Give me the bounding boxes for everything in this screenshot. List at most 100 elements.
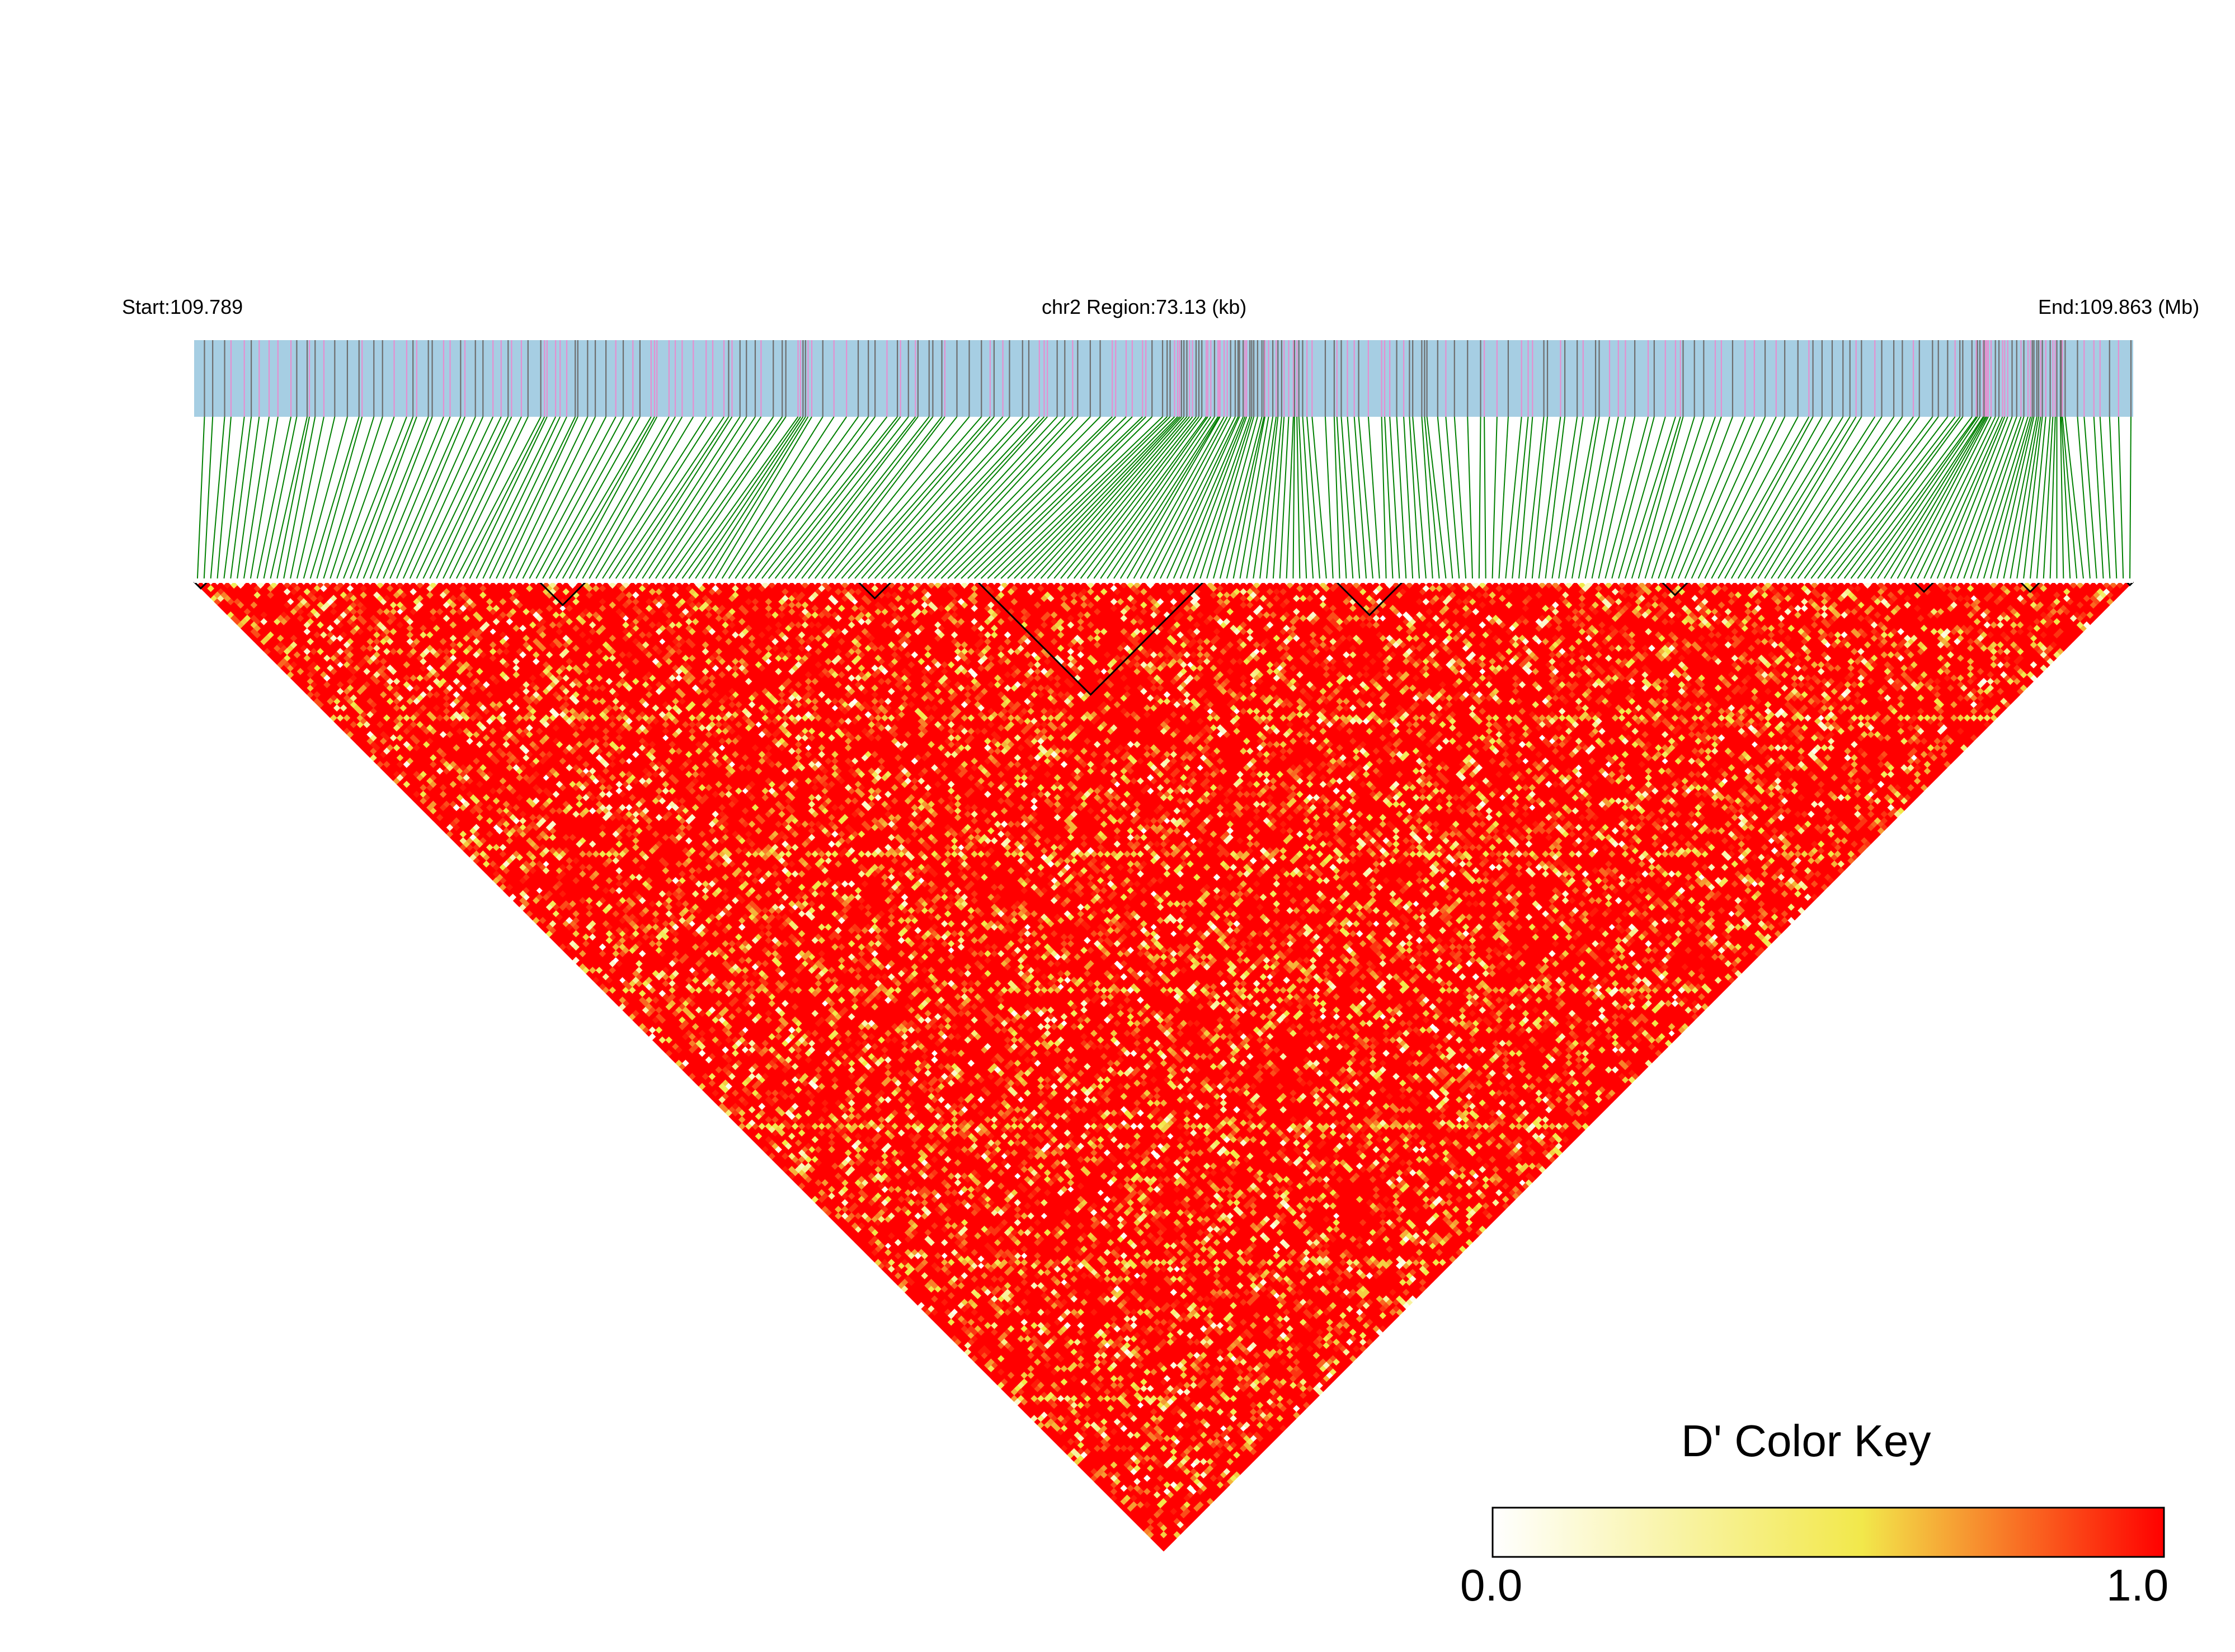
snp-connector-line bbox=[1658, 416, 1716, 579]
snp-connector-line bbox=[615, 416, 724, 579]
snp-connector-line bbox=[356, 416, 417, 579]
snp-connector-line bbox=[1857, 416, 1977, 579]
snp-connector-line bbox=[2059, 416, 2064, 579]
ld-cells bbox=[197, 581, 2130, 1552]
snp-connector-line bbox=[721, 416, 824, 579]
snp-connector-line bbox=[2036, 416, 2051, 579]
snp-connector-line bbox=[794, 416, 919, 579]
ld-cell-group bbox=[240, 581, 2048, 1538]
snp-connector-line bbox=[462, 416, 545, 579]
snp-connector-line bbox=[363, 416, 429, 579]
snp-connector-line bbox=[402, 416, 476, 579]
snp-connector-line bbox=[1884, 416, 1985, 579]
snp-connector-line bbox=[1219, 416, 1263, 579]
snp-connector-line bbox=[409, 416, 484, 579]
snp-connector-line bbox=[455, 416, 542, 579]
snp-connector-line bbox=[1910, 416, 1992, 579]
snp-connector-line bbox=[210, 416, 225, 579]
snp-connector-line bbox=[1558, 416, 1584, 579]
snp-connector-line bbox=[369, 416, 433, 579]
snp-connector-line bbox=[635, 416, 741, 579]
snp-connector-line bbox=[609, 416, 713, 579]
snp-connector-line bbox=[389, 416, 462, 579]
snp-connector-line bbox=[1080, 416, 1203, 579]
snp-connector-line bbox=[1644, 416, 1695, 579]
snp-connector-line bbox=[1232, 416, 1265, 579]
snp-connector-line bbox=[648, 416, 756, 579]
snp-connector-line bbox=[575, 416, 670, 579]
snp-connector-line bbox=[980, 416, 1146, 579]
haplotype-block-outline bbox=[539, 581, 587, 606]
snp-connector-line bbox=[2016, 416, 2041, 579]
snp-connector-line bbox=[662, 416, 774, 579]
snp-connector-line bbox=[1484, 416, 1486, 579]
snp-connector-line bbox=[940, 416, 1101, 579]
snp-connector-line bbox=[1625, 416, 1676, 579]
snp-track-ticks bbox=[204, 340, 2132, 417]
snp-connector-line bbox=[1677, 416, 1746, 579]
snp-connector-line bbox=[1989, 416, 2033, 579]
snp-connector-line bbox=[1040, 416, 1184, 579]
snp-connector-line bbox=[1027, 416, 1180, 579]
snp-connector-line bbox=[1704, 416, 1786, 579]
snp-connector-line bbox=[1053, 416, 1190, 579]
snp-connector-line bbox=[1246, 416, 1274, 579]
snp-connector-line bbox=[708, 416, 809, 579]
snp-connector-line bbox=[2062, 416, 2078, 579]
snp-connector-line bbox=[1831, 416, 1956, 579]
snp-connector-line bbox=[815, 416, 943, 579]
snp-connector-line bbox=[1367, 416, 1380, 579]
snp-connector-line bbox=[1093, 416, 1208, 579]
snp-connector-line bbox=[2118, 416, 2124, 579]
snp-connector-line bbox=[1426, 416, 1447, 579]
snp-connector-line bbox=[496, 416, 576, 579]
snp-connector-line bbox=[1977, 416, 2029, 579]
snp-connector-line bbox=[556, 416, 652, 579]
haplotype-block-outline bbox=[2020, 581, 2041, 593]
snp-connector-line bbox=[436, 416, 512, 579]
snp-connector-line bbox=[1107, 416, 1215, 579]
snp-connector-line bbox=[230, 416, 252, 579]
snp-connector-line bbox=[1651, 416, 1705, 579]
snp-connector-line bbox=[1804, 416, 1920, 579]
snp-connector-line bbox=[276, 416, 310, 579]
snp-connector-line bbox=[1067, 416, 1197, 579]
snp-connector-line bbox=[1512, 416, 1529, 579]
snp-connector-line bbox=[961, 416, 1127, 579]
snp-connector-line bbox=[1000, 416, 1168, 579]
haplotype-block-outline bbox=[857, 581, 892, 600]
color-key-max-label: 1.0 bbox=[2106, 1560, 2169, 1610]
snp-connector-line bbox=[568, 416, 658, 579]
snp-connector-line bbox=[443, 416, 522, 579]
snp-connector-line bbox=[1199, 416, 1253, 579]
snp-connector-line bbox=[582, 416, 676, 579]
snp-connector-line bbox=[868, 416, 1010, 579]
snp-connector-line bbox=[309, 416, 360, 579]
snp-connector-line bbox=[1133, 416, 1225, 579]
snp-connector-line bbox=[628, 416, 733, 579]
snp-position-track bbox=[194, 340, 2133, 417]
snp-connector-line bbox=[1518, 416, 1533, 579]
color-key-min-label: 0.0 bbox=[1460, 1560, 1523, 1610]
snp-connector-line bbox=[1437, 416, 1453, 579]
snp-connector-line bbox=[1445, 416, 1460, 579]
snp-connector-line bbox=[1412, 416, 1427, 579]
snp-connector-line bbox=[788, 416, 916, 579]
snp-connector-line bbox=[714, 416, 812, 579]
region-start-label: Start:109.789 bbox=[122, 295, 243, 318]
snp-connector-line bbox=[476, 416, 557, 579]
snp-connector-line bbox=[535, 416, 624, 579]
snp-connector-line bbox=[1711, 416, 1799, 579]
snp-connector-line bbox=[1126, 416, 1221, 579]
snp-connector-line bbox=[515, 416, 596, 579]
snp-connector-line bbox=[343, 416, 407, 579]
snp-connector-line bbox=[934, 416, 1091, 579]
snp-connector-line bbox=[1453, 416, 1467, 579]
snp-connector-line bbox=[1983, 416, 2031, 579]
region-end-label: End:109.863 (Mb) bbox=[2038, 295, 2200, 318]
snp-connector-line bbox=[589, 416, 683, 579]
snp-connector-line bbox=[1193, 416, 1251, 579]
color-key-title: D' Color Key bbox=[1681, 1416, 1931, 1466]
snp-connector-line bbox=[1757, 416, 1857, 579]
snp-connector-line bbox=[416, 416, 494, 579]
